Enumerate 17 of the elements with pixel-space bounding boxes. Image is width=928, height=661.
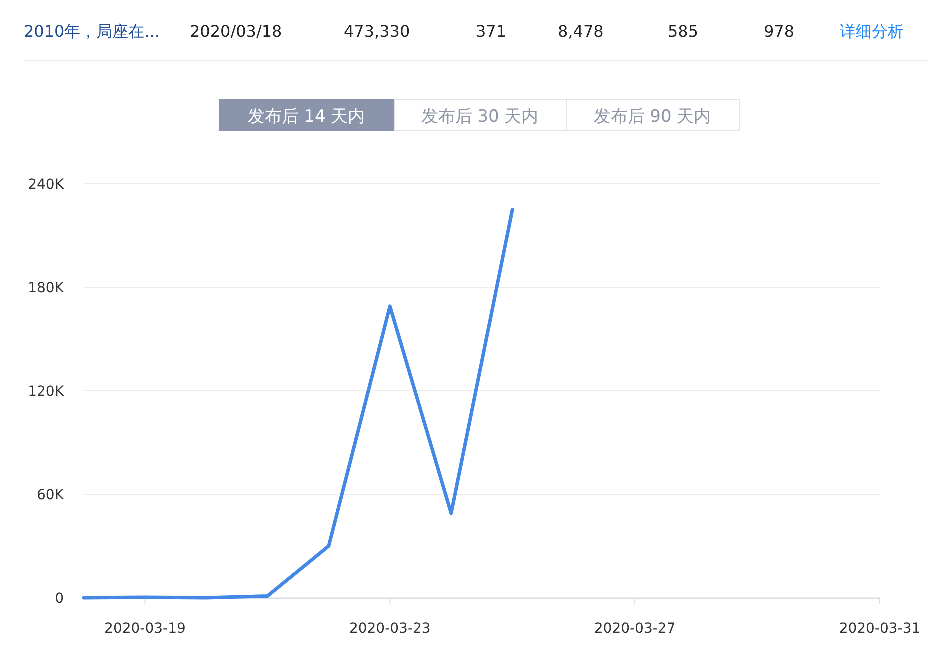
annotation: 2010年，局座在...: [24, 22, 160, 41]
annotation: 2020/03/18: [190, 22, 282, 41]
x-tick-label: 2020-03-31: [839, 621, 921, 637]
annotation: 8,478: [558, 22, 604, 41]
y-tick-label: 60K: [37, 488, 65, 504]
y-tick-label: 0: [55, 591, 64, 607]
y-tick-label: 120K: [28, 384, 65, 400]
annotation: 585: [668, 22, 699, 41]
y-tick-label: 180K: [28, 280, 65, 296]
annotation: 371: [476, 22, 507, 41]
x-tick-label: 2020-03-23: [349, 621, 431, 637]
annotation: 详细分析: [840, 22, 904, 41]
x-tick-label: 2020-03-19: [104, 621, 186, 637]
annotation: 978: [764, 22, 795, 41]
annotation: 473,330: [344, 22, 410, 41]
x-tick-label: 2020-03-27: [594, 621, 676, 637]
y-tick-label: 240K: [28, 177, 65, 193]
